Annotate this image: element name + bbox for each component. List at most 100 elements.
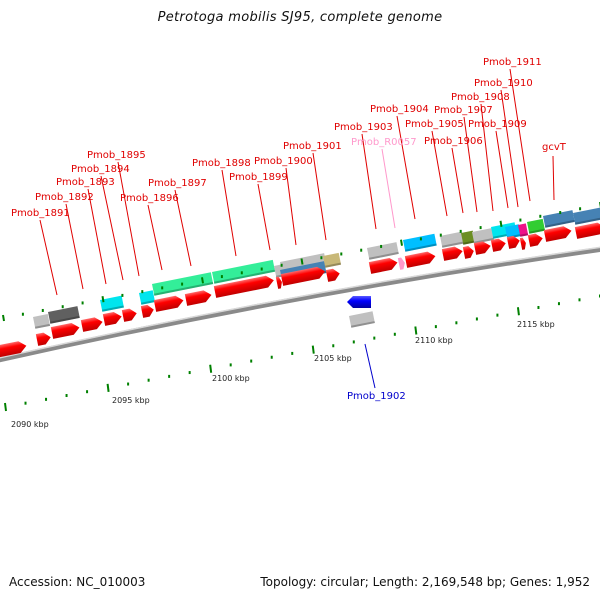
- major-tick: [414, 326, 418, 335]
- gene-label[interactable]: Pmob_1911: [483, 57, 542, 68]
- gene-label[interactable]: Pmob_1893: [56, 177, 115, 188]
- label-leader-line: [285, 167, 297, 246]
- gene-label[interactable]: Pmob_1903: [334, 122, 393, 133]
- cog-block-shadow: [153, 282, 214, 296]
- forward-gene-arrow[interactable]: [213, 274, 275, 298]
- major-tick: [101, 296, 105, 303]
- forward-gene-arrow[interactable]: [35, 331, 52, 346]
- cog-block[interactable]: [471, 228, 494, 244]
- forward-gene-arrow[interactable]: [153, 294, 185, 312]
- cog-block[interactable]: [403, 233, 437, 252]
- forward-gene-arrow[interactable]: [325, 268, 341, 282]
- cog-block[interactable]: [212, 259, 276, 284]
- cog-block[interactable]: [139, 290, 156, 305]
- forward-gene-arrow[interactable]: [102, 311, 123, 326]
- major-tick: [400, 239, 403, 246]
- cog-block-shadow: [140, 300, 156, 305]
- cog-block-shadow: [49, 315, 80, 324]
- label-leader-line: [65, 203, 84, 290]
- label-leader-line: [463, 116, 478, 213]
- forward-gene-arrow[interactable]: [441, 245, 464, 261]
- cog-block-shadow: [324, 262, 342, 268]
- gene-label[interactable]: Pmob_1891: [11, 208, 70, 219]
- gene-label[interactable]: Pmob_1900: [254, 156, 313, 167]
- label-leader-line: [174, 189, 192, 267]
- forward-gene-arrow[interactable]: [280, 265, 326, 286]
- gene-label[interactable]: Pmob_1896: [120, 193, 179, 204]
- forward-gene-arrow[interactable]: [184, 289, 213, 306]
- cog-block[interactable]: [461, 230, 476, 245]
- major-tick: [2, 314, 5, 322]
- cog-block-shadow: [368, 251, 399, 260]
- forward-gene-arrow[interactable]: [462, 245, 475, 259]
- cog-block-shadow: [101, 305, 124, 312]
- cog-block-shadow: [462, 240, 476, 245]
- label-leader-line: [552, 155, 555, 201]
- major-tick: [201, 277, 204, 284]
- gene-label[interactable]: Pmob_1895: [87, 150, 146, 161]
- forward-gene-arrow[interactable]: [574, 221, 600, 239]
- gene-label[interactable]: Pmob_1910: [474, 78, 533, 89]
- cog-block[interactable]: [440, 231, 464, 248]
- cog-block[interactable]: [518, 223, 529, 237]
- cog-block[interactable]: [573, 207, 600, 225]
- forward-gene-arrow[interactable]: [121, 307, 138, 322]
- cog-block[interactable]: [47, 306, 80, 324]
- forward-gene-arrow[interactable]: [527, 232, 544, 247]
- forward-gene-arrow[interactable]: [543, 225, 573, 242]
- forward-gene-arrow[interactable]: [490, 237, 507, 252]
- gene-label[interactable]: Pmob_1907: [434, 105, 493, 116]
- cog-block-shadow: [404, 243, 437, 252]
- gene-label[interactable]: Pmob_1892: [35, 192, 94, 203]
- gene-label[interactable]: Pmob_1905: [405, 119, 464, 130]
- cog-block-shadow: [213, 269, 276, 284]
- label-leader-line: [364, 343, 376, 389]
- major-tick: [106, 383, 110, 392]
- gene-label[interactable]: Pmob_1902: [347, 391, 406, 402]
- major-tick: [209, 364, 213, 373]
- label-leader-line: [147, 204, 163, 271]
- gene-label[interactable]: Pmob_1899: [229, 172, 288, 183]
- cog-block[interactable]: [543, 210, 575, 228]
- gene-label[interactable]: gcvT: [542, 142, 567, 153]
- map-title: Petrotoga mobilis SJ95, complete genome: [157, 10, 443, 25]
- major-tick: [499, 220, 503, 227]
- cog-block[interactable]: [505, 224, 522, 239]
- gene-label[interactable]: Pmob_1908: [451, 92, 510, 103]
- forward-gene-arrow[interactable]: [397, 257, 406, 270]
- cog-block[interactable]: [100, 295, 124, 312]
- cog-block[interactable]: [349, 311, 375, 328]
- gene-label[interactable]: Pmob_R0057: [351, 137, 417, 148]
- forward-gene-arrow[interactable]: [80, 316, 104, 332]
- cog-block[interactable]: [527, 218, 546, 234]
- cog-block-shadow: [350, 321, 375, 328]
- cog-block-shadow: [519, 233, 529, 237]
- forward-gene-arrow[interactable]: [519, 237, 527, 250]
- forward-gene-arrow[interactable]: [0, 340, 28, 358]
- scale-label: 2115 kbp: [517, 320, 555, 329]
- gene-label[interactable]: Pmob_1901: [283, 141, 342, 152]
- gene-label[interactable]: Pmob_1909: [468, 119, 527, 130]
- forward-gene-arrow[interactable]: [506, 235, 521, 249]
- reverse-gene-arrow[interactable]: [347, 296, 371, 308]
- forward-gene-arrow[interactable]: [275, 276, 283, 289]
- scale-label: 2110 kbp: [415, 336, 453, 345]
- gene-label[interactable]: Pmob_1898: [192, 158, 251, 169]
- gene-label[interactable]: Pmob_1906: [424, 136, 483, 147]
- gene-label[interactable]: Pmob_1904: [370, 104, 429, 115]
- forward-gene-arrow[interactable]: [404, 250, 437, 268]
- gene-label[interactable]: Pmob_1894: [71, 164, 130, 175]
- accession-text: Accession: NC_010003: [9, 575, 146, 589]
- scale-label: 2100 kbp: [212, 374, 250, 383]
- forward-gene-arrow[interactable]: [473, 240, 492, 255]
- scale-label: 2105 kbp: [314, 354, 352, 363]
- cog-block[interactable]: [366, 242, 399, 260]
- forward-gene-arrow[interactable]: [140, 304, 155, 318]
- cog-block[interactable]: [323, 252, 342, 268]
- cog-block-shadow: [574, 216, 600, 225]
- cog-block[interactable]: [32, 314, 51, 329]
- gene-label[interactable]: Pmob_1897: [148, 178, 207, 189]
- forward-gene-arrow[interactable]: [50, 322, 81, 339]
- scale-label: 2090 kbp: [11, 420, 49, 429]
- forward-gene-arrow[interactable]: [368, 257, 399, 274]
